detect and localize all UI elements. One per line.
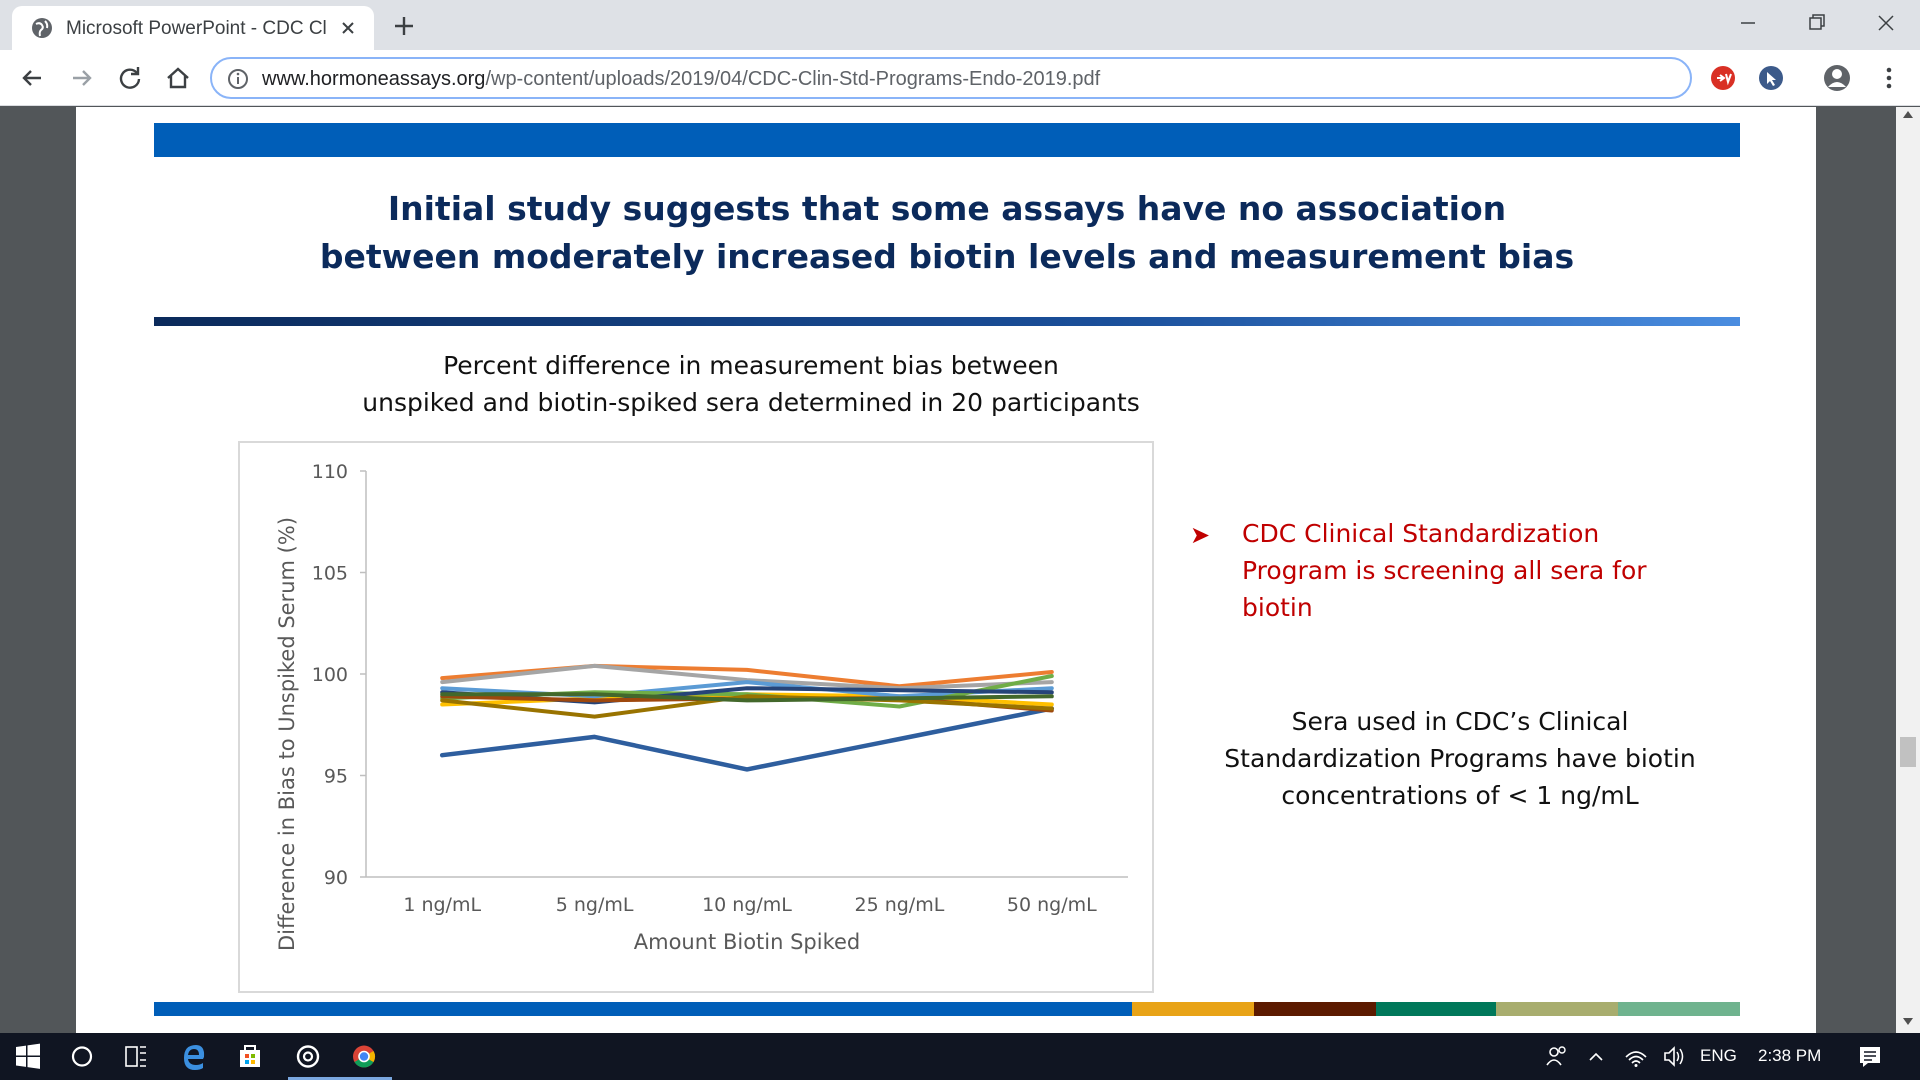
title-divider — [154, 317, 1740, 326]
footer-bar-teal — [1618, 1002, 1740, 1016]
active-app-indicator — [288, 1077, 392, 1080]
people-icon[interactable] — [1528, 1033, 1584, 1080]
tab-title: Microsoft PowerPoint - CDC Clin — [66, 18, 328, 39]
url-text[interactable]: www.hormoneassays.org/wp-content/uploads… — [262, 68, 1100, 91]
footer-bar-olive — [1496, 1002, 1618, 1016]
minimize-icon[interactable] — [1730, 8, 1766, 38]
vertical-scrollbar[interactable] — [1896, 107, 1920, 1033]
url-path: /wp-content/uploads/2019/04/CDC-Clin-Std… — [485, 68, 1101, 90]
chart-caption-line2: unspiked and biotin-spiked sera determin… — [362, 388, 1140, 417]
series-line — [440, 692, 1054, 703]
x-tick-label: 1 ng/mL — [403, 894, 481, 916]
language-indicator[interactable]: ENG — [1700, 1046, 1737, 1065]
slide-title-line2: between moderately increased biotin leve… — [319, 237, 1575, 276]
y-tick-label: 100 — [312, 664, 348, 686]
x-tick-label: 50 ng/mL — [1007, 894, 1097, 916]
chrome-icon[interactable] — [336, 1033, 392, 1080]
tab-strip: Microsoft PowerPoint - CDC Clin — [0, 0, 1920, 50]
slide-title-line1: Initial study suggests that some assays … — [387, 189, 1507, 228]
edge-browser-icon[interactable] — [166, 1033, 222, 1080]
extension-cursor-icon[interactable] — [1756, 63, 1786, 93]
slide-title: Initial study suggests that some assays … — [154, 185, 1740, 281]
action-center-icon[interactable] — [1842, 1033, 1898, 1080]
bullet-line1: CDC Clinical Standardization — [1242, 519, 1600, 548]
back-arrow-icon[interactable] — [16, 62, 48, 94]
chart-svg: 90 95 100 105 110 1 ng/mL 5 ng/mL 10 ng/mL 25 ng… — [275, 461, 1128, 954]
chevron-up-icon[interactable] — [1568, 1033, 1624, 1080]
series-line — [439, 706, 1055, 772]
footer-bar-brown — [1254, 1002, 1376, 1016]
series-line — [440, 694, 1054, 719]
bullet-line2: Program is screening all sera for — [1242, 556, 1647, 585]
footer-bar-green — [1376, 1002, 1496, 1016]
clock[interactable]: 2:38 PM — [1758, 1046, 1822, 1065]
note-line1: Sera used in CDC’s Clinical — [1291, 707, 1629, 736]
forward-arrow-icon[interactable] — [66, 62, 98, 94]
info-icon[interactable] — [226, 67, 250, 91]
arrow-bullet-icon: ➤ — [1190, 521, 1211, 549]
windows-taskbar: ENG 2:38 PM — [0, 1033, 1920, 1080]
slide-header-bar — [154, 123, 1740, 157]
series-line — [440, 663, 1054, 691]
footer-bar-gold — [1132, 1002, 1254, 1016]
y-tick-label: 90 — [324, 867, 348, 889]
wifi-icon[interactable] — [1608, 1033, 1664, 1080]
scroll-thumb[interactable] — [1900, 737, 1916, 767]
new-tab-icon[interactable] — [390, 12, 418, 40]
address-bar[interactable]: www.hormoneassays.org/wp-content/uploads… — [210, 57, 1692, 99]
bullet-text: CDC Clinical Standardization Program is … — [1242, 515, 1702, 626]
chart-caption-line1: Percent difference in measurement bias b… — [443, 351, 1059, 380]
cortana-search-icon[interactable] — [54, 1033, 110, 1080]
x-axis-title: Amount Biotin Spiked — [634, 930, 861, 954]
extension-ev-icon[interactable] — [1708, 63, 1738, 93]
bullet-line3: biotin — [1242, 593, 1313, 622]
chart-caption: Percent difference in measurement bias b… — [346, 347, 1156, 421]
volume-icon[interactable] — [1646, 1033, 1702, 1080]
line-chart: 90 95 100 105 110 1 ng/mL 5 ng/mL 10 ng/mL 25 ng… — [238, 441, 1154, 993]
menu-kebab-icon[interactable] — [1874, 63, 1904, 93]
biotin-note: Sera used in CDC’s Clinical Standardizat… — [1190, 703, 1730, 814]
pdf-viewer[interactable]: Initial study suggests that some assays … — [0, 107, 1920, 1033]
footer-bar-blue — [154, 1002, 1132, 1016]
y-tick-label: 95 — [324, 766, 348, 788]
browser-tab[interactable]: Microsoft PowerPoint - CDC Clin — [12, 6, 374, 50]
store-bag-icon[interactable] — [222, 1033, 278, 1080]
close-tab-icon[interactable] — [336, 16, 360, 40]
scroll-down-icon[interactable] — [1903, 1018, 1913, 1025]
reload-icon[interactable] — [114, 62, 146, 94]
note-line3: concentrations of < 1 ng/mL — [1281, 781, 1639, 810]
settings-app-icon[interactable] — [280, 1033, 336, 1080]
scroll-up-icon[interactable] — [1903, 111, 1913, 118]
y-axis-title: Difference in Bias to Unspiked Serum (%) — [275, 517, 299, 951]
note-line2: Standardization Programs have biotin — [1224, 744, 1696, 773]
x-tick-label: 10 ng/mL — [702, 894, 792, 916]
windows-start-icon[interactable] — [0, 1033, 56, 1080]
url-host: www.hormoneassays.org — [262, 68, 486, 90]
y-tick-label: 105 — [312, 563, 348, 585]
home-icon[interactable] — [162, 62, 194, 94]
task-view-icon[interactable] — [108, 1033, 164, 1080]
y-tick-label: 110 — [312, 461, 348, 483]
browser-toolbar: www.hormoneassays.org/wp-content/uploads… — [0, 50, 1920, 106]
account-avatar-icon[interactable] — [1822, 63, 1852, 93]
pdf-page: Initial study suggests that some assays … — [76, 107, 1816, 1033]
restore-icon[interactable] — [1798, 8, 1834, 38]
x-tick-label: 25 ng/mL — [854, 894, 944, 916]
window-close-icon[interactable] — [1868, 8, 1904, 38]
x-tick-label: 5 ng/mL — [556, 894, 634, 916]
globe-icon — [32, 18, 52, 38]
